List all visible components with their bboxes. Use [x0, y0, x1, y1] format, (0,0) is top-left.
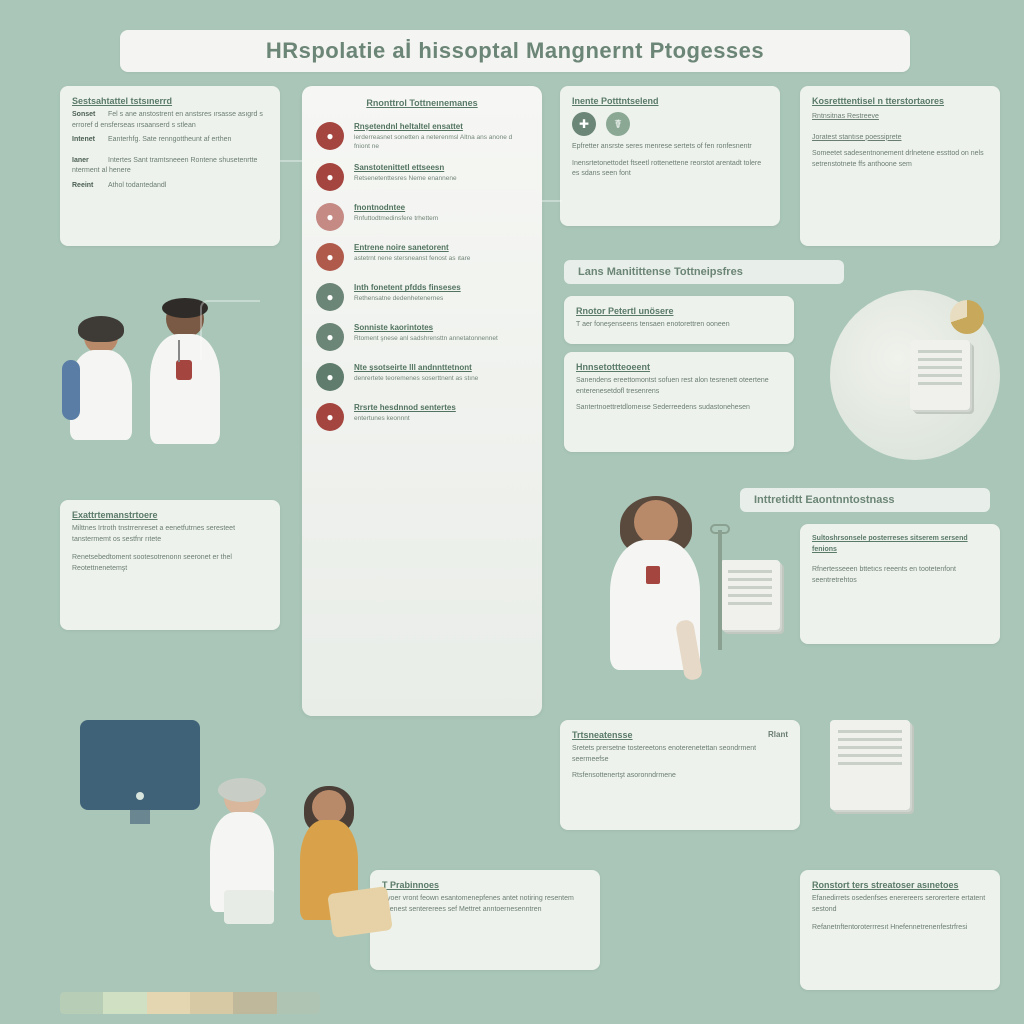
process-step: ● Sanstotenittetl ettseesn Retsenetentte… — [302, 157, 542, 197]
connector-line — [280, 160, 302, 162]
step-title: Sonniste kaorintotes — [354, 323, 498, 332]
process-step: ● Rnşetendnl heltaltel ensattet lerderre… — [302, 116, 542, 157]
card-header: Kosretttentisel n tterstortaores — [812, 96, 988, 106]
card-tag: Rlant — [768, 730, 788, 744]
top-left-card: Sestsahtattel tstsınerrd SonsetFel s ane… — [60, 86, 280, 246]
process-step: ● fnontnodntee Rnfuttodtmedinsfere trhet… — [302, 197, 542, 237]
step-icon: ● — [316, 203, 344, 231]
card-body: Epfretter ansrste seres menrese sertets … — [572, 142, 768, 180]
step-icon: ● — [316, 243, 344, 271]
step-title: Inth fonetent pfdds finseses — [354, 283, 461, 292]
step-desc: Retsenetenttesres Neme enannene — [354, 174, 457, 183]
page-title: HRspolatie aİ hissoptal Mangnernt Ptoges… — [266, 38, 764, 64]
card-body: Rntnsitnas Restreeve Joratest stantıse p… — [812, 112, 988, 170]
card-header: T Prabinnoes — [382, 880, 588, 890]
step-title: Nte şsotseirte lll andnnttetnont — [354, 363, 478, 372]
mid-column-title: Rnonttrol Tottneınemanes — [302, 98, 542, 108]
exam-card-1: Sultoshrsonsele posterreses sitserem ser… — [800, 524, 1000, 644]
connector-line — [542, 200, 562, 202]
pie-icon — [950, 300, 984, 334]
process-step: ● Entrene noire sanetorent astetrnt nene… — [302, 237, 542, 277]
iv-pole-top — [710, 524, 730, 534]
step-icon: ● — [316, 283, 344, 311]
maintenance-card-2: Hnnsetottteoeent Sanendens ereettomontst… — [564, 352, 794, 452]
step-title: Entrene noire sanetorent — [354, 243, 470, 252]
shield-icon: ✚ — [572, 112, 596, 136]
step-desc: Rtoment şnese anl sadshrensttn annetaton… — [354, 334, 498, 343]
clipboard-icon — [720, 560, 780, 630]
step-desc: astetrnt nene stersneanst fenost as ıtar… — [354, 254, 470, 263]
step-icon: ● — [316, 363, 344, 391]
step-title: Rnşetendnl heltaltel ensattet — [354, 122, 528, 131]
connector-line — [200, 300, 260, 360]
palette-bar — [60, 992, 320, 1014]
process-step: ● Sonniste kaorintotes Rtoment şnese anl… — [302, 317, 542, 357]
section-title-examinations: Inttretidtt Eaontnntostnass — [740, 488, 990, 512]
card-header: Trtsneatensse — [572, 730, 633, 740]
left-lower-card: Exattrtemanstrtoere Milttnes Irtroth tns… — [60, 500, 280, 630]
step-title: Sanstotenittetl ettseesn — [354, 163, 457, 172]
documents-icon — [910, 340, 970, 410]
card-header: Inente Potttntselend — [572, 96, 768, 106]
iv-pole-icon — [718, 530, 722, 650]
page-title-bar: HRspolatie aİ hissoptal Mangnernt Ptoges… — [120, 30, 910, 72]
step-desc: lerderreasnet sonetten a neterenmsl Altn… — [354, 133, 528, 151]
middle-process-column: Rnonttrol Tottneınemanes ● Rnşetendnl he… — [302, 86, 542, 716]
top-right-card-2: Kosretttentisel n tterstortaores Rntnsit… — [800, 86, 1000, 246]
monitor-icon — [80, 720, 200, 810]
person-icon: ☤ — [606, 112, 630, 136]
card-header: Exattrtemanstrtoere — [72, 510, 268, 520]
folder-stack-icon — [830, 720, 910, 810]
card-header: Rnotor Petertl unösere — [576, 306, 782, 316]
bottom-card-2: T Prabinnoes Ryoer vront feown esantomen… — [370, 870, 600, 970]
step-icon: ● — [316, 403, 344, 431]
step-desc: entertunes keonnnt — [354, 414, 456, 423]
process-step: ● Rrsrte hesdnnod sentertes entertunes k… — [302, 397, 542, 437]
card-header: Hnnsetottteoeent — [576, 362, 782, 372]
section-title-maintenance: Lans Manitittense Tottneipsfres — [564, 260, 844, 284]
card-body: SonsetFel s ane anstostrent en anstsres … — [72, 110, 268, 191]
top-right-card-1: Inente Potttntselend ✚ ☤ Epfretter ansrs… — [560, 86, 780, 226]
maintenance-card-1: Rnotor Petertl unösere T aer foneşenseen… — [564, 296, 794, 344]
card-header: Ronstort ters streatoser asınetoes — [812, 880, 988, 890]
step-desc: Rnfuttodtmedinsfere trhettem — [354, 214, 438, 223]
step-title: fnontnodntee — [354, 203, 438, 212]
step-title: Rrsrte hesdnnod sentertes — [354, 403, 456, 412]
step-desc: Rethensatne dedenhetenernes — [354, 294, 461, 303]
bottom-card-3: Ronstort ters streatoser asınetoes Efane… — [800, 870, 1000, 990]
step-icon: ● — [316, 163, 344, 191]
process-step: ● Inth fonetent pfdds finseses Rethensat… — [302, 277, 542, 317]
step-icon: ● — [316, 122, 344, 150]
step-icon: ● — [316, 323, 344, 351]
step-desc: denrertete teoremenes soserttnent as stı… — [354, 374, 478, 383]
process-step: ● Nte şsotseirte lll andnnttetnont denre… — [302, 357, 542, 397]
card-header: Sestsahtattel tstsınerrd — [72, 96, 268, 106]
bottom-card-1: Trtsneatensse Rlant Sretets prersetne to… — [560, 720, 800, 830]
